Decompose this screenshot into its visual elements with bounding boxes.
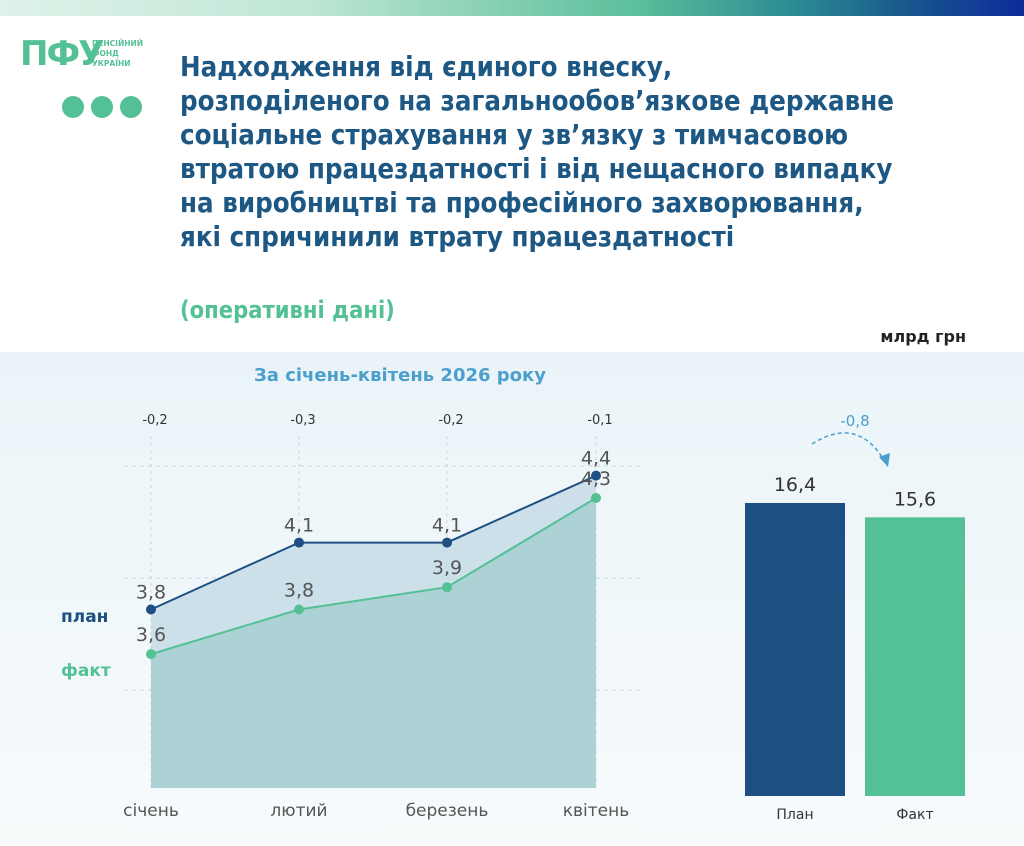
plan-line <box>150 474 597 611</box>
title-line: Надходження від єдиного внеску, <box>180 50 673 83</box>
logo-text: ПЕНСІЙНИЙ ФОНД УКРАЇНИ <box>92 39 162 69</box>
fact-data-label: 3,6 <box>136 624 166 646</box>
legend-plan: план <box>61 607 109 627</box>
title-line: втратою працездатності і від нещасного в… <box>180 152 893 185</box>
bar-category-label: План <box>776 807 813 823</box>
title-line: які спричинили втрату працездатності <box>180 220 735 253</box>
logo-text-line: ФОНД <box>92 49 119 58</box>
logo-text-line: ПЕНСІЙНИЙ <box>92 39 144 48</box>
fact-point <box>442 582 452 593</box>
fact-data-label: 3,8 <box>284 580 314 602</box>
fact-point <box>591 492 601 503</box>
bar <box>745 503 845 796</box>
fact-data-label: 3,9 <box>432 557 462 579</box>
subtitle: (оперативні дані) <box>180 296 395 324</box>
fact-data-label: 4,3 <box>581 468 611 490</box>
difference-label: -0,2 <box>438 413 463 428</box>
arrow-head-icon <box>879 453 890 467</box>
plan-point <box>146 604 156 615</box>
bar-category-label: Факт <box>896 807 933 823</box>
dot-icon <box>120 96 142 118</box>
dot-icon <box>62 96 84 118</box>
title-line: соціальне страхування у зв’язку з тимчас… <box>180 118 849 151</box>
difference-label: -0,2 <box>142 413 167 428</box>
plan-data-label: 4,1 <box>432 515 462 537</box>
x-tick-label: березень <box>406 801 489 821</box>
x-tick-label: квітень <box>563 801 630 821</box>
plan-point <box>591 470 601 481</box>
logo-text-line: УКРАЇНИ <box>92 59 131 68</box>
bar <box>865 517 965 796</box>
unit-label: млрд грн <box>880 327 966 346</box>
x-tick-label: січень <box>123 801 179 821</box>
bar-value-label: 16,4 <box>774 474 816 496</box>
top-gradient-bar <box>0 0 1024 16</box>
arrow-icon <box>811 432 886 463</box>
plan-data-label: 4,4 <box>581 448 611 470</box>
x-tick-label: лютий <box>270 801 327 821</box>
period-label: За січень-квітень 2026 року <box>254 365 546 386</box>
fact-point <box>294 604 304 615</box>
plan-data-label: 3,8 <box>136 582 166 604</box>
fact-area <box>151 497 596 788</box>
dot-icon <box>91 96 113 118</box>
total-difference-label: -0,8 <box>840 412 869 430</box>
page-title: Надходження від єдиного внеску, розподіл… <box>180 50 902 254</box>
plan-point <box>442 537 452 548</box>
legend-fact: факт <box>61 661 111 681</box>
logo-mark: ПФУ <box>20 34 104 74</box>
difference-label: -0,1 <box>587 413 612 428</box>
difference-label: -0,3 <box>290 413 315 428</box>
title-line: на виробництві та професійного захворюва… <box>180 186 864 219</box>
plan-data-label: 4,1 <box>284 515 314 537</box>
plan-point <box>294 537 304 548</box>
fact-point <box>146 649 156 660</box>
bar-value-label: 15,6 <box>894 488 936 510</box>
fact-line <box>150 497 597 656</box>
title-line: розподіленого на загальнообов’язкове дер… <box>180 84 894 117</box>
